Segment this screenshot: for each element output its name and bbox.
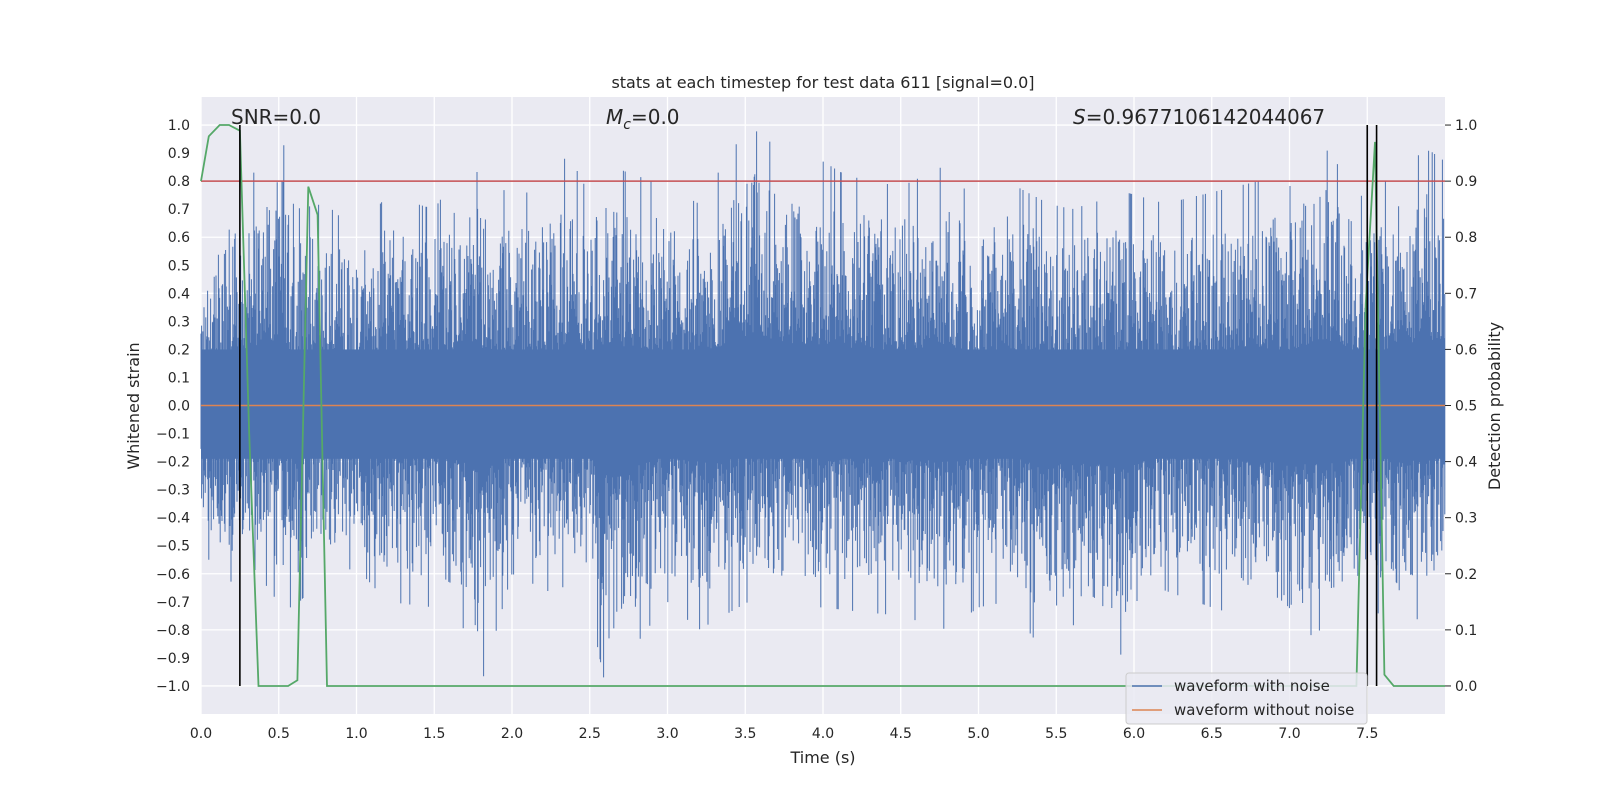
- x-tick-label: 1.5: [423, 726, 445, 742]
- y-tick-label: 0.7: [168, 202, 190, 218]
- chirp-mass-value: =0.0: [631, 105, 680, 129]
- score-symbol: S: [1073, 105, 1086, 129]
- x-tick-label: 7.5: [1356, 726, 1378, 742]
- y-tick-label: −0.8: [156, 623, 190, 639]
- y2-tick-label: 0.6: [1455, 342, 1477, 358]
- x-tick-label: 3.5: [734, 726, 756, 742]
- y2-tick-label: 0.5: [1455, 399, 1477, 415]
- y-tick-label: 0.3: [168, 314, 190, 330]
- y2-tick-label: 0.1: [1455, 623, 1477, 639]
- y-tick-label: −0.3: [156, 483, 190, 499]
- y2-tick-label: 0.0: [1455, 679, 1477, 695]
- y-axis-label: Whitened strain: [124, 342, 143, 469]
- legend-box: [1125, 672, 1368, 725]
- x-tick-label: 6.5: [1201, 726, 1223, 742]
- x-tick-label: 2.5: [579, 726, 601, 742]
- y-tick-label: −0.7: [156, 595, 190, 611]
- noise-core-band: [201, 349, 1445, 459]
- legend-label-noise: waveform with noise: [1174, 677, 1330, 695]
- x-tick-label: 3.0: [656, 726, 678, 742]
- legend-label-clean: waveform without noise: [1174, 701, 1354, 719]
- chirp-mass-subscript: c: [623, 117, 631, 133]
- x-tick-label: 6.0: [1123, 726, 1145, 742]
- chirp-mass-annotation: Mc=0.0: [606, 105, 680, 133]
- x-tick-label: 2.0: [501, 726, 523, 742]
- y-tick-label: 0.0: [168, 399, 190, 415]
- x-tick-label: 7.0: [1278, 726, 1300, 742]
- y-tick-label: −0.6: [156, 567, 190, 583]
- y-tick-label: −0.5: [156, 539, 190, 555]
- x-tick-label: 5.5: [1045, 726, 1067, 742]
- y-tick-label: −0.2: [156, 455, 190, 471]
- overlay-lines: [200, 124, 1445, 687]
- y2-tick-label: 0.3: [1455, 511, 1477, 527]
- x-tick-label: 4.0: [812, 726, 834, 742]
- y2-tick-labels: 0.0 0.1 0.2 0.3 0.4 0.5 0.6 0.7 0.8 0.9 1.0: [1445, 118, 1477, 695]
- x-tick-label: 0.0: [190, 726, 212, 742]
- y-tick-label: 0.2: [168, 342, 190, 358]
- chirp-mass-symbol: M: [606, 105, 623, 129]
- y2-tick-label: 0.8: [1455, 230, 1477, 246]
- snr-annotation: SNR=0.0: [231, 105, 321, 129]
- y2-tick-label: 0.7: [1455, 286, 1477, 302]
- x-tick-label: 4.5: [890, 726, 912, 742]
- chart-title: stats at each timestep for test data 611…: [611, 73, 1034, 92]
- x-tick-label: 0.5: [268, 726, 290, 742]
- y-tick-label: −0.9: [156, 651, 190, 667]
- y-tick-label: 0.5: [168, 258, 190, 274]
- y2-axis-label: Detection probability: [1485, 322, 1504, 490]
- noise-waveform: [200, 131, 1446, 678]
- x-tick-label: 1.0: [345, 726, 367, 742]
- y-tick-label: −0.4: [156, 511, 190, 527]
- y-tick-label: 0.1: [168, 370, 190, 386]
- y2-tick-label: 0.4: [1455, 455, 1477, 471]
- legend: waveform with noise waveform without noi…: [1125, 672, 1368, 725]
- y-tick-label: −1.0: [156, 679, 190, 695]
- y2-tick-label: 1.0: [1455, 118, 1477, 134]
- y-tick-label: 0.8: [168, 174, 190, 190]
- y-tick-label: −0.1: [156, 427, 190, 443]
- y-tick-label: 0.4: [168, 286, 190, 302]
- y-tick-labels: −1.0 −0.9 −0.8 −0.7 −0.6 −0.5 −0.4 −0.3 −0.2 −0.1…: [156, 118, 190, 695]
- x-tick-label: 5.0: [967, 726, 989, 742]
- x-axis-label: Time (s): [789, 748, 855, 767]
- y-tick-label: 0.9: [168, 146, 190, 162]
- y2-tick-label: 0.9: [1455, 174, 1477, 190]
- y-tick-label: 1.0: [168, 118, 190, 134]
- score-value: =0.9677106142044067: [1086, 105, 1325, 129]
- y2-tick-label: 0.2: [1455, 567, 1477, 583]
- score-annotation: S=0.9677106142044067: [1073, 105, 1325, 129]
- y-tick-label: 0.6: [168, 230, 190, 246]
- x-tick-labels: 0.0 0.5 1.0 1.5 2.0 2.5 3.0 3.5 4.0 4.5 5.0 5.5 6.0 6…: [190, 726, 1379, 742]
